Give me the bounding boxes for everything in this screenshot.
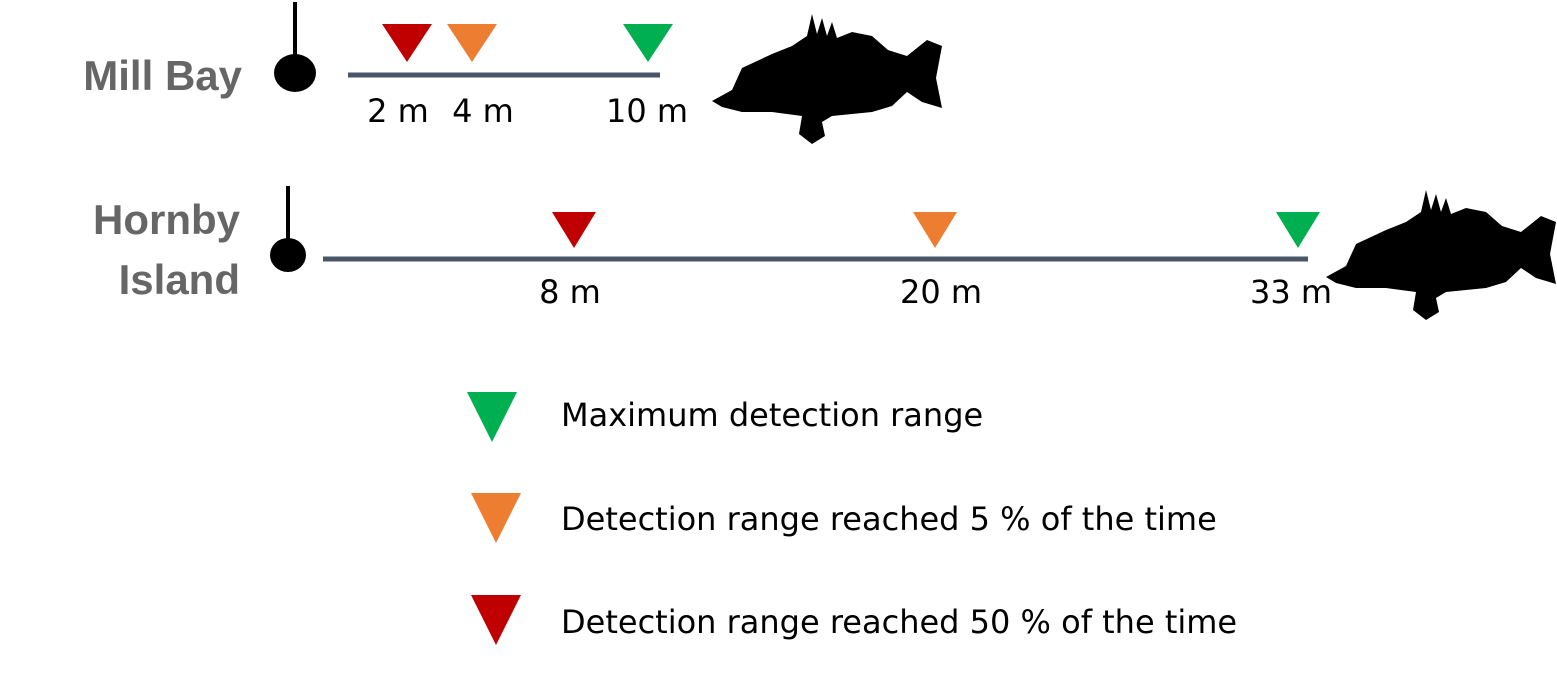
marker-50 <box>552 212 596 248</box>
legend-text: Maximum detection range <box>561 396 983 434</box>
range-label: 8 m <box>539 273 601 311</box>
fish <box>1326 190 1556 320</box>
range-label: 10 m <box>606 92 688 130</box>
range-label: 2 m <box>367 92 429 130</box>
receiver <box>274 54 316 92</box>
marker-max <box>1276 212 1320 248</box>
marker-5 <box>913 212 957 248</box>
receiver <box>270 238 306 272</box>
range-label: 4 m <box>452 92 514 130</box>
range-label: 20 m <box>900 273 982 311</box>
legend-marker <box>471 493 521 543</box>
legend-marker <box>471 595 521 645</box>
legend-marker <box>467 392 517 442</box>
range-label: 33 m <box>1250 273 1332 311</box>
marker-5 <box>447 24 497 62</box>
fish <box>712 14 942 144</box>
site-name: Mill Bay <box>83 52 242 99</box>
legend-text: Detection range reached 5 % of the time <box>561 500 1217 538</box>
legend-text: Detection range reached 50 % of the time <box>561 603 1237 641</box>
marker-50 <box>382 24 432 62</box>
site-name: Hornby Island <box>93 196 240 303</box>
marker-max <box>623 24 673 62</box>
